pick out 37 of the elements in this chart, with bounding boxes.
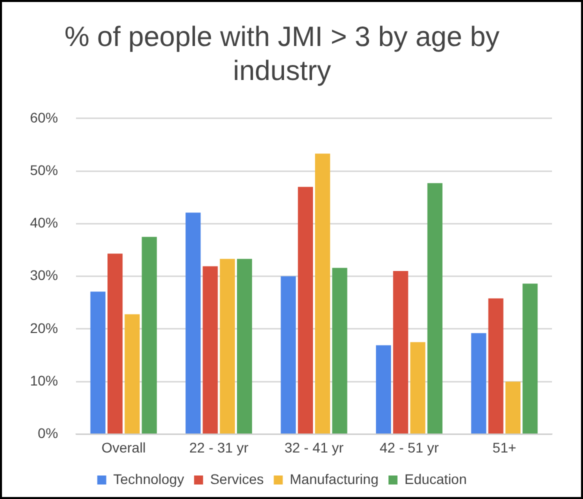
y-tick-label: 20% bbox=[30, 320, 58, 336]
chart-title: % of people with JMI > 3 by age by industry bbox=[63, 20, 501, 88]
bar bbox=[522, 284, 538, 434]
bar bbox=[376, 345, 392, 434]
bar bbox=[90, 292, 106, 434]
bar bbox=[298, 186, 313, 434]
bar bbox=[142, 236, 157, 434]
bar bbox=[108, 254, 123, 434]
bar bbox=[186, 212, 201, 434]
bar bbox=[236, 258, 252, 434]
bar bbox=[410, 342, 426, 434]
bar bbox=[124, 314, 140, 434]
y-tick-label: 0% bbox=[38, 425, 58, 442]
legend-label: Technology bbox=[113, 470, 184, 487]
bar bbox=[332, 268, 348, 434]
y-tick-label: 50% bbox=[30, 162, 58, 178]
x-tick-label: 51+ bbox=[492, 439, 516, 456]
y-tick-label: 30% bbox=[30, 267, 58, 284]
x-tick-label: 32 - 41 yr bbox=[284, 439, 344, 456]
x-tick-label: 42 - 51 yr bbox=[380, 439, 440, 456]
legend-label: Education bbox=[404, 470, 467, 487]
x-tick-label: Overall bbox=[101, 439, 146, 456]
legend-label: Services bbox=[210, 470, 264, 487]
bar bbox=[393, 271, 408, 434]
legend-label: Manufacturing bbox=[290, 470, 378, 487]
y-tick-label: 10% bbox=[30, 372, 58, 388]
bar bbox=[427, 183, 442, 434]
bar bbox=[220, 258, 235, 434]
bar bbox=[202, 266, 218, 434]
bar bbox=[505, 382, 521, 434]
bar bbox=[471, 333, 486, 434]
y-tick-label: 60% bbox=[30, 109, 58, 126]
bar bbox=[488, 298, 504, 434]
x-tick-label: 22 - 31 yr bbox=[189, 439, 249, 456]
y-tick-label: 40% bbox=[30, 214, 58, 231]
bar bbox=[315, 154, 330, 434]
bar bbox=[280, 276, 296, 434]
